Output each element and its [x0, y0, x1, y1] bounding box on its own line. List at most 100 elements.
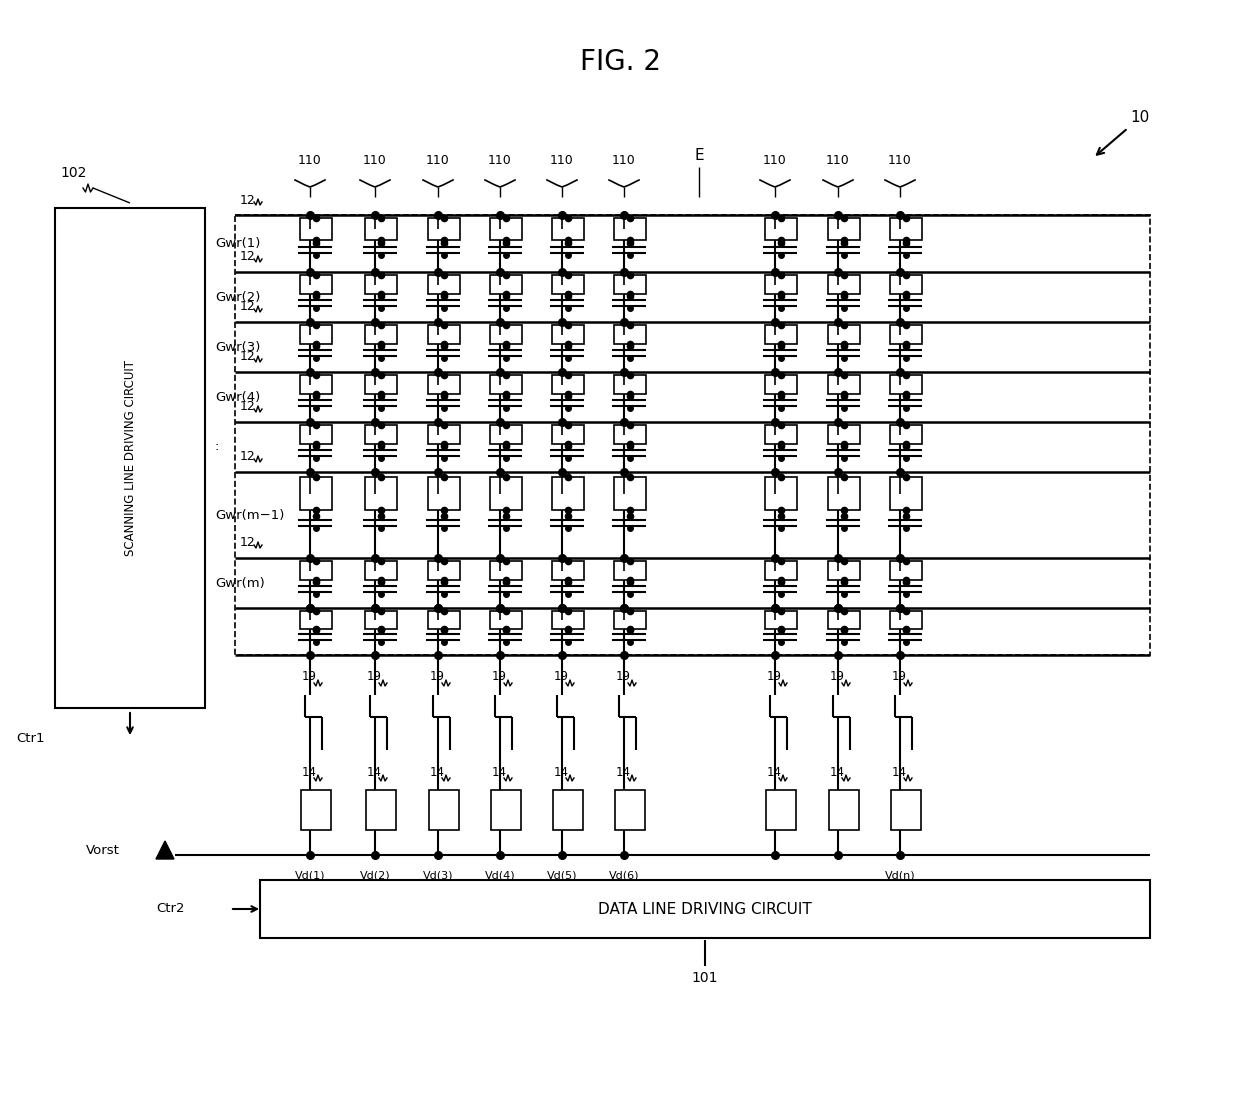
- Bar: [765, 275, 797, 294]
- Text: Vd(6): Vd(6): [609, 870, 640, 880]
- Bar: [765, 611, 797, 629]
- Text: 19: 19: [830, 670, 844, 684]
- Text: 19: 19: [430, 670, 445, 684]
- Text: Gwr(m−1): Gwr(m−1): [215, 508, 284, 522]
- Bar: [366, 477, 397, 509]
- Bar: [890, 477, 923, 509]
- Text: 110: 110: [763, 153, 787, 166]
- Text: 110: 110: [551, 153, 574, 166]
- Bar: [614, 424, 646, 443]
- Bar: [428, 424, 460, 443]
- Bar: [300, 477, 332, 509]
- Text: 12: 12: [241, 351, 255, 363]
- Text: Gwr(4): Gwr(4): [215, 391, 260, 403]
- Bar: [366, 790, 396, 830]
- Bar: [490, 275, 522, 294]
- Bar: [828, 611, 861, 629]
- Text: 19: 19: [492, 670, 507, 684]
- Bar: [890, 275, 923, 294]
- Text: 14: 14: [768, 765, 782, 779]
- Text: 110: 110: [363, 153, 387, 166]
- Text: 12: 12: [241, 250, 255, 264]
- Bar: [366, 375, 397, 394]
- Bar: [614, 275, 646, 294]
- Bar: [428, 275, 460, 294]
- Bar: [301, 790, 331, 830]
- Text: 12: 12: [241, 536, 255, 550]
- Bar: [765, 375, 797, 394]
- Text: 19: 19: [616, 670, 631, 684]
- Text: 12: 12: [241, 300, 255, 314]
- Bar: [765, 477, 797, 509]
- Bar: [553, 790, 583, 830]
- Text: 10: 10: [1130, 111, 1149, 125]
- Bar: [366, 611, 397, 629]
- Text: Gwr(1): Gwr(1): [215, 237, 260, 250]
- Text: 110: 110: [298, 153, 322, 166]
- Bar: [552, 611, 584, 629]
- Bar: [236, 214, 1149, 655]
- Text: Vd(5): Vd(5): [547, 870, 578, 880]
- Bar: [552, 325, 584, 344]
- Text: 14: 14: [554, 765, 569, 779]
- Bar: [366, 219, 397, 240]
- Text: 19: 19: [768, 670, 782, 684]
- Text: Vd(n): Vd(n): [884, 870, 915, 880]
- Text: Vd(1): Vd(1): [295, 870, 325, 880]
- Bar: [260, 880, 1149, 938]
- Bar: [765, 424, 797, 443]
- Bar: [490, 477, 522, 509]
- Bar: [428, 375, 460, 394]
- Text: 19: 19: [554, 670, 569, 684]
- Bar: [614, 561, 646, 580]
- Bar: [366, 561, 397, 580]
- Bar: [491, 790, 521, 830]
- Bar: [300, 219, 332, 240]
- Text: 12: 12: [241, 450, 255, 464]
- Bar: [828, 424, 861, 443]
- Text: E: E: [694, 147, 704, 162]
- Bar: [300, 611, 332, 629]
- Bar: [892, 790, 921, 830]
- Bar: [55, 208, 205, 708]
- Bar: [428, 611, 460, 629]
- Bar: [429, 790, 459, 830]
- Bar: [614, 325, 646, 344]
- Bar: [490, 325, 522, 344]
- Text: 12: 12: [241, 401, 255, 413]
- Bar: [428, 325, 460, 344]
- Bar: [830, 790, 859, 830]
- Bar: [552, 477, 584, 509]
- Bar: [552, 561, 584, 580]
- Bar: [490, 611, 522, 629]
- Bar: [428, 219, 460, 240]
- Bar: [552, 219, 584, 240]
- Text: 14: 14: [303, 765, 317, 779]
- Bar: [890, 219, 923, 240]
- Bar: [490, 561, 522, 580]
- Text: FIG. 2: FIG. 2: [579, 48, 661, 76]
- Text: Vd(3): Vd(3): [423, 870, 454, 880]
- Text: 14: 14: [892, 765, 906, 779]
- Bar: [300, 325, 332, 344]
- Text: SCANNING LINE DRIVING CIRCUIT: SCANNING LINE DRIVING CIRCUIT: [124, 360, 136, 556]
- Text: 12: 12: [241, 193, 255, 207]
- Bar: [828, 325, 861, 344]
- Text: Gwr(3): Gwr(3): [215, 341, 260, 353]
- Bar: [765, 561, 797, 580]
- Bar: [366, 275, 397, 294]
- Bar: [828, 275, 861, 294]
- Bar: [765, 325, 797, 344]
- Bar: [552, 275, 584, 294]
- Text: Ctr2: Ctr2: [156, 903, 185, 916]
- Bar: [552, 424, 584, 443]
- Text: 110: 110: [888, 153, 911, 166]
- Text: Vd(4): Vd(4): [485, 870, 516, 880]
- Text: 102: 102: [60, 166, 87, 180]
- Bar: [490, 424, 522, 443]
- Bar: [828, 375, 861, 394]
- Bar: [614, 375, 646, 394]
- Text: 14: 14: [616, 765, 631, 779]
- Bar: [614, 611, 646, 629]
- Text: 19: 19: [303, 670, 317, 684]
